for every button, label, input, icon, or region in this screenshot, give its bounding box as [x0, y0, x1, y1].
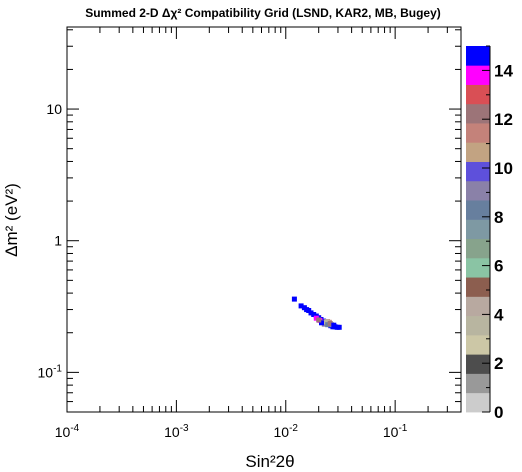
colorbar-swatch [466, 200, 490, 220]
colorbar-swatch [466, 373, 490, 394]
heatmap-cells [291, 296, 342, 330]
colorbar-swatch [466, 238, 490, 259]
colorbar-swatch [466, 219, 490, 240]
colorbar-swatch [466, 142, 490, 162]
x-tick-label: 10-2 [274, 423, 299, 440]
heatmap-cell [308, 310, 314, 316]
colorbar-swatch [466, 354, 490, 374]
colorbar-label: 2 [494, 354, 503, 373]
colorbar-swatch [466, 46, 490, 66]
heatmap-cell [323, 319, 329, 325]
y-axis-title: Δm² (eV²) [2, 183, 21, 257]
y-tick-label: 1 [54, 233, 62, 249]
colorbar-label: 0 [494, 403, 503, 422]
colorbar-label: 12 [494, 110, 513, 129]
heatmap-cell [291, 296, 297, 302]
colorbar-swatch [466, 334, 490, 355]
colorbar-swatch [466, 161, 490, 182]
x-tick-label: 10-1 [383, 423, 408, 440]
colorbar-label: 6 [494, 257, 503, 276]
y-tick-label: 10 [46, 101, 62, 117]
colorbar-swatch [466, 180, 490, 201]
heatmap-cell [298, 303, 304, 309]
x-axis-title: Sin²2θ [245, 452, 294, 471]
colorbar-swatch [466, 296, 490, 317]
x-axis-ticks: 10-4 10-3 10-2 10-1 [55, 27, 462, 440]
colorbar-swatch [466, 65, 490, 85]
colorbar-swatch [466, 315, 490, 336]
heatmap-cell [319, 320, 324, 326]
colorbar-swatch [466, 277, 490, 297]
heatmap-cell [331, 322, 337, 328]
heatmap-cell [311, 312, 317, 317]
colorbar-swatch [466, 257, 490, 278]
colorbar-label: 10 [494, 159, 513, 178]
plot-frame [66, 26, 462, 413]
colorbar: 0 2 4 6 8 10 12 14 [466, 45, 513, 422]
x-tick-label: 10-3 [164, 423, 189, 440]
colorbar-label: 4 [494, 305, 504, 324]
colorbar-label: 14 [494, 61, 513, 80]
y-axis-ticks: 10-1 1 10 [38, 29, 461, 413]
colorbar-swatch [466, 392, 490, 413]
y-tick-label: 10-1 [38, 363, 63, 380]
chart-title: Summed 2-D Δχ² Compatibility Grid (LSND,… [85, 6, 441, 20]
colorbar-swatch [466, 84, 490, 105]
colorbar-label: 8 [494, 208, 503, 227]
colorbar-swatch [466, 123, 490, 143]
heatmap-cell [336, 324, 342, 330]
heatmap-cell [316, 317, 322, 323]
heatmap-cell [327, 321, 333, 326]
colorbar-swatch [466, 103, 490, 124]
x-tick-label: 10-4 [55, 423, 80, 440]
